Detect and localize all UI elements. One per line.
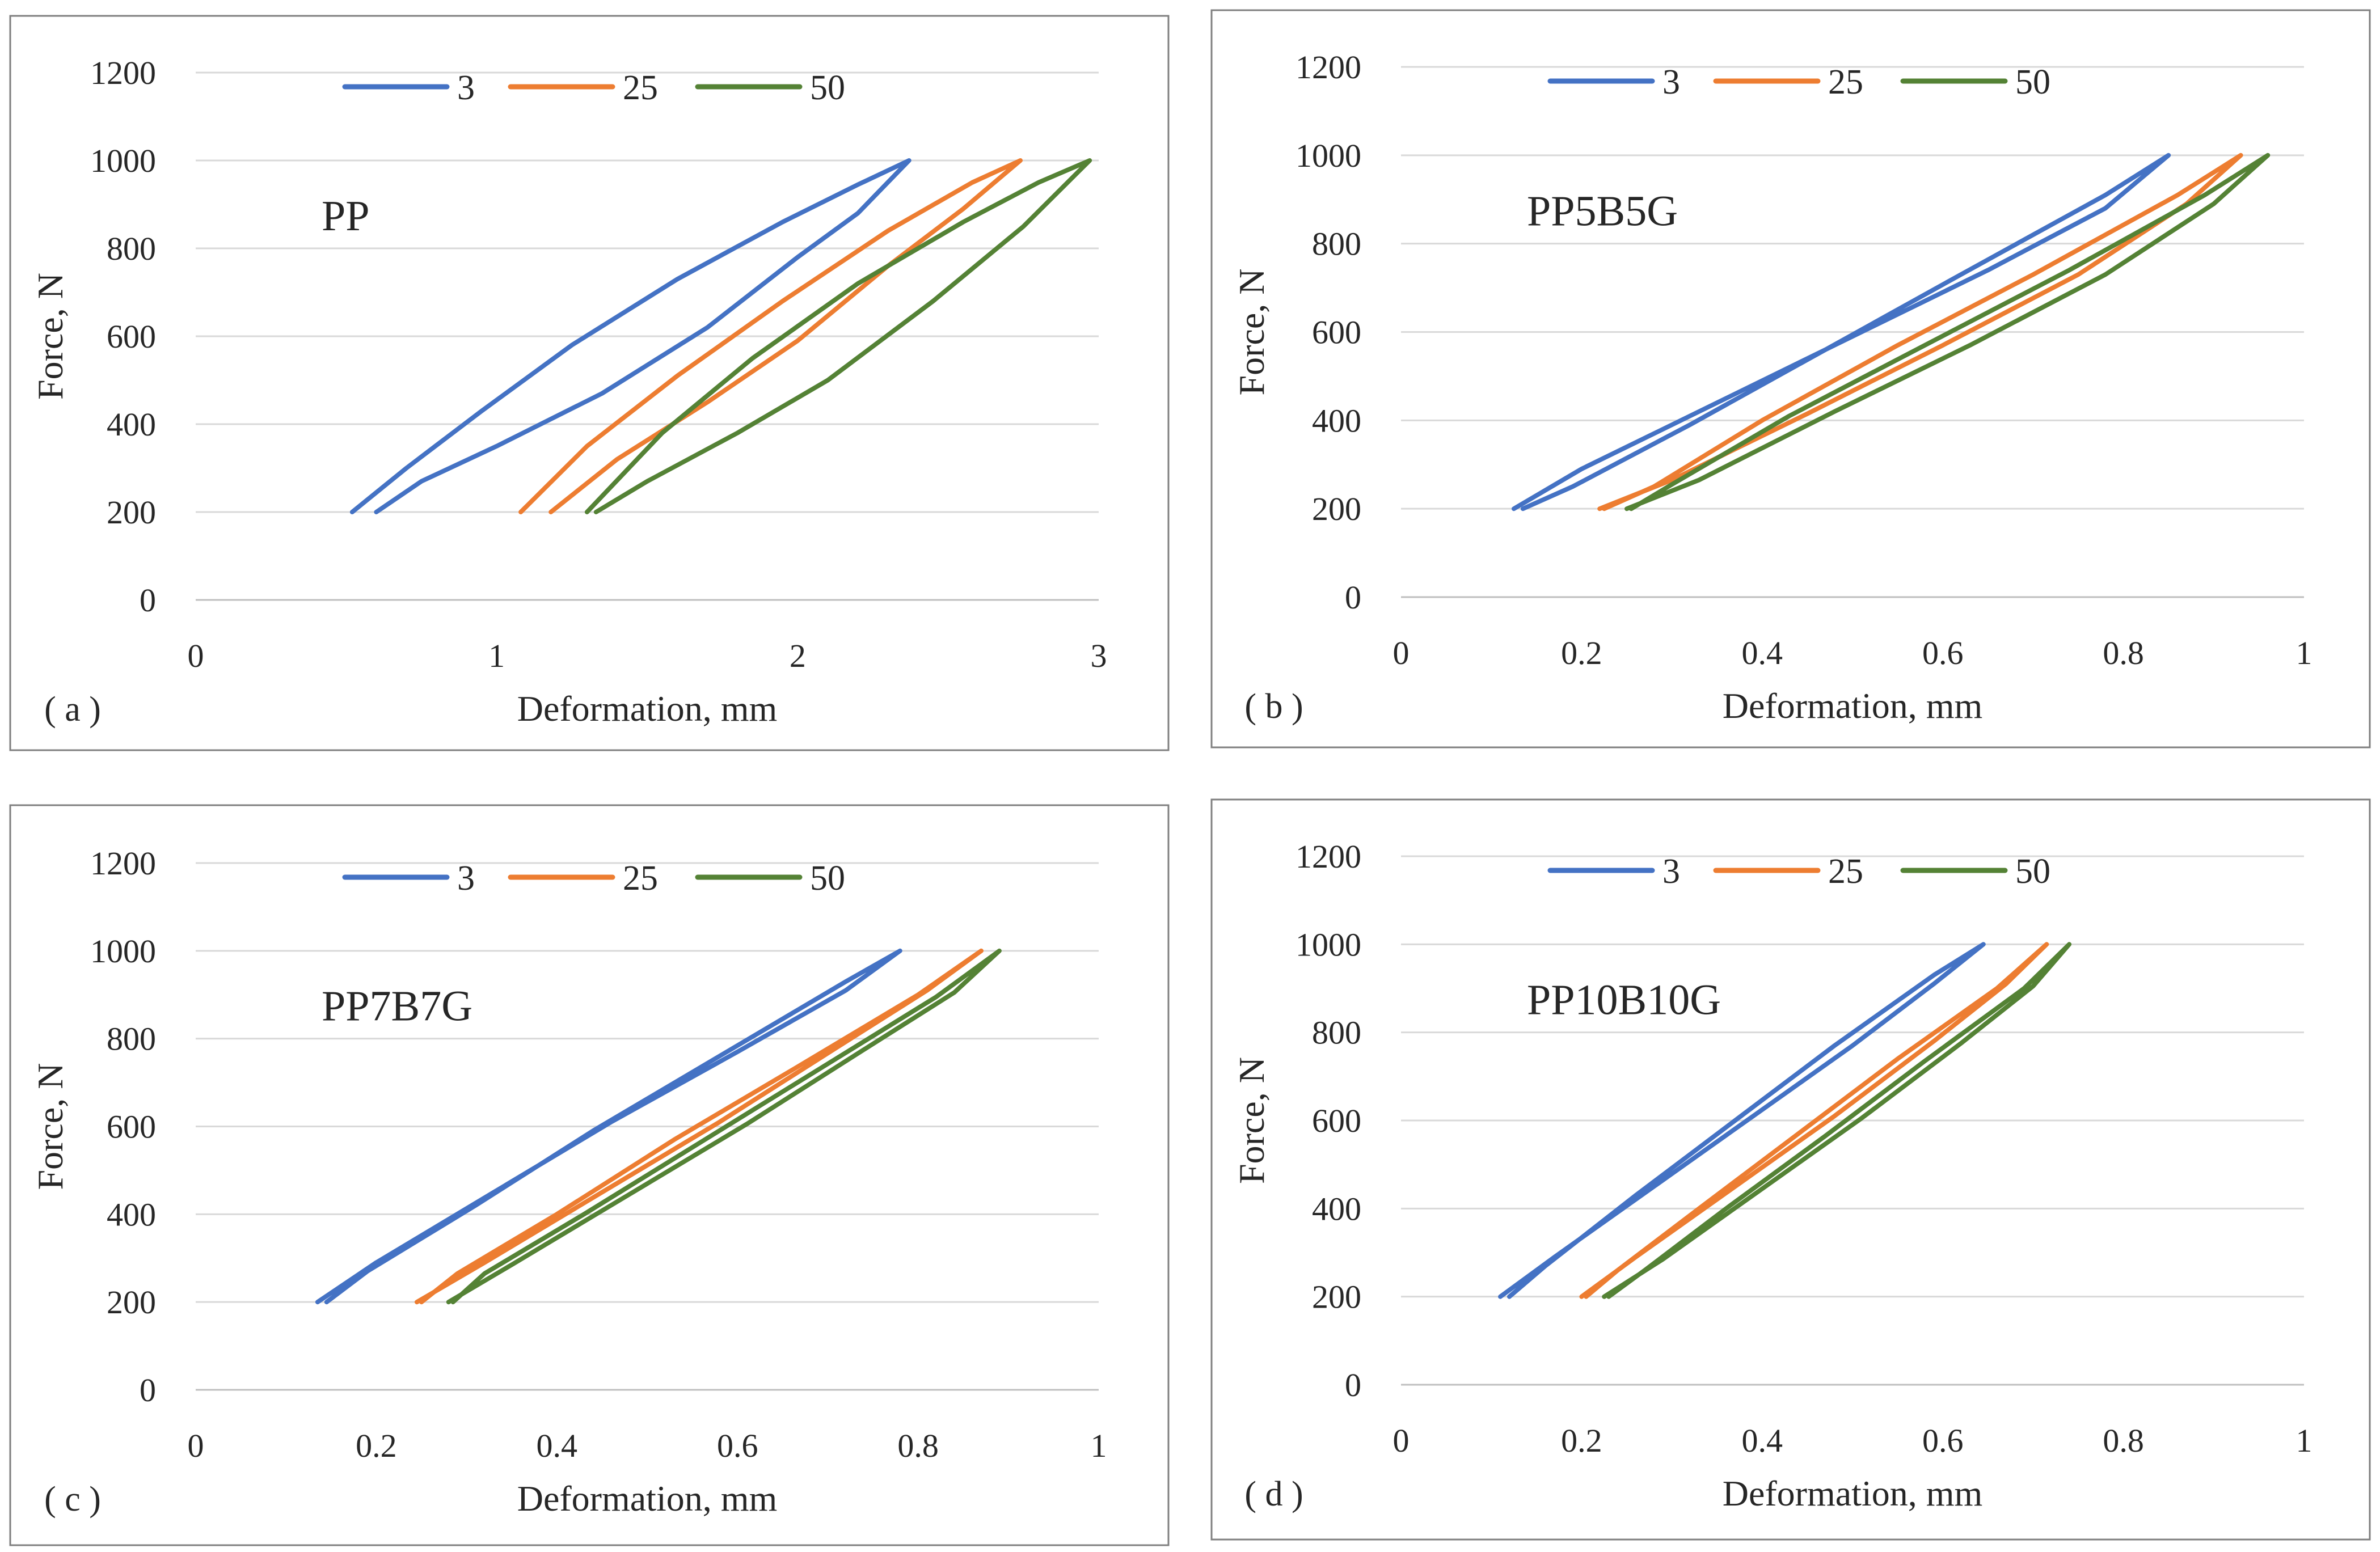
legend-label: 50 [2015,852,2050,891]
series-line-25 [415,948,984,1305]
panel-frame [1210,9,2371,748]
x-tick-label: 0 [1393,1422,1410,1459]
y-tick-label: 400 [1312,402,1361,439]
x-axis-title: Deformation, mm [1723,686,1983,726]
y-axis-title: Force, N [30,273,70,400]
y-tick-label: 400 [107,406,156,443]
y-tick-label: 1000 [90,142,156,179]
x-tick-label: 0.6 [1922,1422,1964,1459]
series-line-25 [1579,942,2049,1299]
panel-label: ( a ) [44,690,101,729]
sample-annotation: PP7B7G [322,983,472,1030]
series-line-25 [518,158,1023,514]
series-line-3 [1498,942,1986,1299]
legend-label: 3 [1662,852,1680,891]
chart-panel-1: 0 200 400 600 800 1000 1200 0 1 2 3 Deformation, mm… [9,15,1170,751]
series-line-50 [1602,942,2072,1299]
panel-frame [9,15,1170,751]
y-tick-label: 1200 [1296,838,1361,875]
series-line-50 [1624,153,2271,511]
sample-annotation: PP5B5G [1527,187,1678,235]
x-axis-title: Deformation, mm [1723,1473,1983,1513]
x-tick-label: 0.6 [1922,635,1964,671]
y-tick-label: 600 [107,1109,156,1145]
legend-label: 50 [810,859,845,898]
series-line-50 [446,948,1002,1305]
legend-label: 25 [623,69,658,107]
series-line-50 [584,158,1092,514]
x-tick-label: 0 [1393,635,1410,671]
series-line-25 [1597,153,2243,511]
y-axis-title: Force, N [1231,1057,1272,1184]
x-tick-label: 0.2 [356,1427,397,1464]
y-tick-label: 1000 [90,933,156,970]
y-tick-label: 1200 [90,54,156,91]
sample-annotation: PP [322,192,370,240]
x-tick-label: 0 [188,637,204,674]
legend-label: 3 [457,69,475,107]
x-tick-label: 0.8 [897,1427,939,1464]
x-tick-label: 0.8 [2103,635,2144,671]
y-tick-label: 800 [1312,226,1361,263]
x-tick-label: 0.4 [1742,635,1783,671]
chart-panel-4: 0 200 400 600 800 1000 1200 0 0.2 0.4 0.6 0.8 1 Defor… [1210,798,2371,1541]
y-tick-label: 0 [140,1372,156,1409]
y-tick-label: 0 [1345,579,1361,616]
legend-label: 50 [810,69,845,107]
series-line-3 [315,948,902,1305]
x-tick-label: 0.8 [2103,1422,2144,1459]
y-tick-label: 1000 [1296,926,1361,963]
y-tick-label: 800 [107,230,156,267]
y-axis-title: Force, N [1231,269,1272,396]
panel-label: ( b ) [1244,687,1303,726]
x-tick-label: 1 [1091,1427,1107,1464]
legend-label: 3 [1662,63,1680,102]
y-tick-label: 200 [107,1284,156,1321]
legend-label: 50 [2015,63,2050,102]
y-tick-label: 600 [1312,314,1361,351]
y-tick-label: 600 [1312,1102,1361,1139]
y-tick-label: 800 [1312,1014,1361,1051]
x-axis-title: Deformation, mm [517,688,778,729]
x-tick-label: 0.4 [1742,1422,1783,1459]
chart-panel-3: 0 200 400 600 800 1000 1200 0 0.2 0.4 0.6 0.8 1 Defor… [9,804,1170,1546]
panel-label: ( d ) [1244,1475,1303,1513]
x-tick-label: 0.2 [1561,1422,1602,1459]
legend-label: 25 [1828,852,1863,891]
series-line-3 [349,158,912,514]
y-tick-label: 200 [1312,490,1361,527]
chart-panel-2: 0 200 400 600 800 1000 1200 0 0.2 0.4 0.6 0.8 1 Defor… [1210,9,2371,748]
x-tick-label: 0 [188,1427,204,1464]
y-tick-label: 800 [107,1021,156,1058]
y-tick-label: 400 [107,1196,156,1233]
y-tick-label: 1200 [90,845,156,882]
y-axis-title: Force, N [30,1063,70,1190]
y-tick-label: 1200 [1296,49,1361,86]
y-tick-label: 400 [1312,1190,1361,1227]
x-tick-label: 1 [2296,635,2313,671]
x-axis-title: Deformation, mm [517,1478,778,1519]
panel-label: ( c ) [44,1480,101,1519]
y-tick-label: 1000 [1296,137,1361,174]
x-tick-label: 1 [2296,1422,2313,1459]
y-tick-label: 0 [1345,1367,1361,1403]
y-tick-label: 0 [140,582,156,619]
x-tick-label: 1 [488,637,505,674]
x-tick-label: 0.4 [537,1427,578,1464]
y-tick-label: 600 [107,318,156,355]
x-tick-label: 0.6 [717,1427,758,1464]
series-line-3 [1512,153,2171,511]
x-tick-label: 3 [1091,637,1107,674]
x-tick-label: 2 [790,637,806,674]
y-tick-label: 200 [1312,1279,1361,1316]
x-tick-label: 0.2 [1561,635,1602,671]
legend-label: 25 [1828,63,1863,102]
legend-label: 3 [457,859,475,898]
legend-label: 25 [623,859,658,898]
sample-annotation: PP10B10G [1527,976,1721,1024]
panel-frame [9,804,1170,1546]
y-tick-label: 200 [107,494,156,531]
